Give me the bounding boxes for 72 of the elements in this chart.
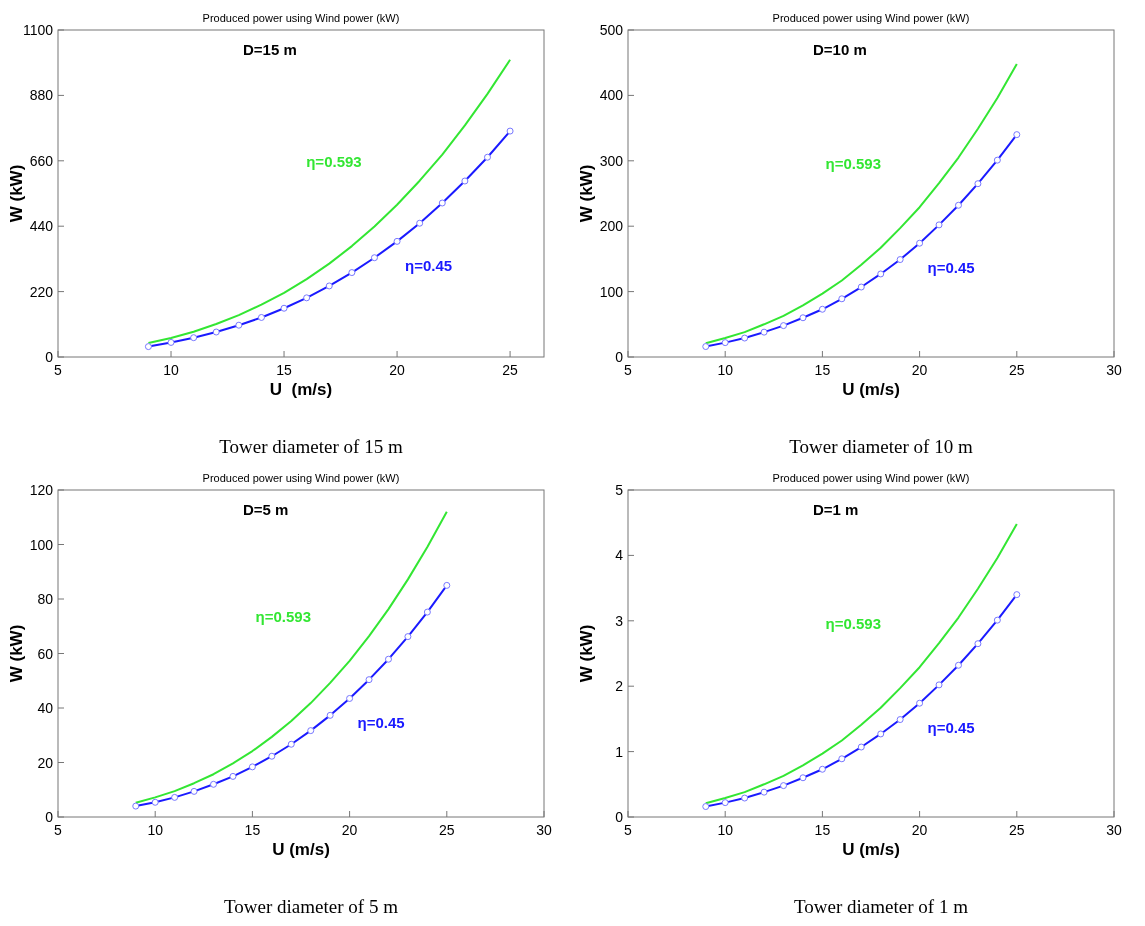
y-tick-label: 1100: [22, 22, 54, 38]
x-tick-label: 15: [276, 362, 293, 378]
y-tick-label: 400: [599, 87, 624, 104]
y-tick-label: 2: [615, 678, 624, 695]
y-tick-label: 60: [37, 645, 54, 662]
x-tick-label: 30: [1106, 822, 1122, 838]
x-tick-label: 10: [717, 822, 734, 838]
text: η=0.593: [306, 152, 362, 170]
x-tick-label: 15: [814, 822, 831, 838]
y-tick-label: 100: [29, 536, 54, 553]
x-tick-label: 10: [717, 362, 734, 378]
series-label: η=0.45: [927, 259, 975, 277]
x-tick-label: 10: [163, 362, 180, 378]
y-tick-label: 0: [45, 809, 54, 825]
y-axis-title: W (kW): [577, 624, 596, 683]
x-axis-title: U (m/s): [272, 840, 330, 859]
x-tick-label: 15: [244, 822, 261, 838]
y-tick-label: 80: [37, 591, 54, 607]
chart-title: Produced power using Wind power (kW): [202, 472, 400, 484]
x-tick-label: 25: [439, 822, 455, 838]
series-label: η=0.45: [405, 257, 453, 275]
text: Tower diameter of 15 m: [219, 436, 403, 457]
chart-title: Produced power using Wind power (kW): [772, 472, 970, 484]
y-tick-label: 3: [615, 612, 624, 629]
y-tick-label: 440: [29, 218, 54, 235]
y-tick-label: 40: [37, 700, 54, 716]
annotation: D=10 m: [813, 41, 867, 58]
y-tick-label: 300: [599, 152, 624, 169]
chart-title: Produced power using Wind power (kW): [202, 12, 400, 24]
y-tick-label: 4: [615, 547, 624, 564]
y-tick-label: 1: [615, 743, 624, 760]
x-tick-label: 20: [911, 822, 928, 838]
x-axis-title: U (m/s): [269, 380, 333, 399]
text: Tower diameter of 5 m: [224, 896, 399, 917]
text: η=0.593: [825, 155, 882, 173]
x-axis-title: U (m/s): [842, 840, 900, 859]
x-tick-label: 25: [1009, 822, 1025, 838]
y-tick-label: 100: [599, 283, 624, 300]
y-tick-label: 220: [29, 283, 54, 300]
x-tick-label: 20: [911, 362, 928, 378]
y-axis-title: W (kW): [7, 164, 26, 223]
y-tick-label: 0: [45, 349, 54, 365]
y-tick-label: 0: [615, 809, 624, 825]
y-tick-label: 0: [615, 349, 624, 365]
y-tick-label: 5: [615, 482, 624, 498]
y-tick-label: 880: [29, 87, 54, 104]
x-tick-label: 25: [502, 362, 519, 378]
y-axis-title: W (kW): [7, 624, 26, 683]
series-label: η=0.45: [927, 719, 975, 737]
series-label: η=0.45: [357, 714, 405, 732]
text: Tower diameter of 10 m: [789, 436, 973, 457]
annotation: D=5 m: [243, 501, 289, 518]
text: η=0.593: [255, 608, 312, 626]
y-tick-label: 660: [29, 152, 54, 169]
y-tick-label: 20: [37, 754, 54, 771]
x-axis-title: U (m/s): [842, 380, 900, 399]
x-tick-label: 20: [389, 362, 406, 378]
annotation: D=1 m: [813, 501, 859, 518]
y-tick-label: 120: [29, 482, 54, 498]
text: Tower diameter of 1 m: [794, 896, 969, 917]
chart-title: Produced power using Wind power (kW): [772, 12, 970, 24]
x-tick-label: 15: [814, 362, 831, 378]
y-tick-label: 200: [599, 218, 624, 235]
y-axis-title: W (kW): [577, 164, 596, 223]
y-tick-label: 500: [599, 22, 624, 38]
x-tick-label: 20: [341, 822, 358, 838]
x-tick-label: 10: [147, 822, 164, 838]
text: η=0.593: [825, 615, 882, 633]
annotation: D=15 m: [243, 41, 297, 58]
x-tick-label: 25: [1009, 362, 1025, 378]
x-tick-label: 30: [1106, 362, 1122, 378]
x-tick-label: 30: [536, 822, 552, 838]
